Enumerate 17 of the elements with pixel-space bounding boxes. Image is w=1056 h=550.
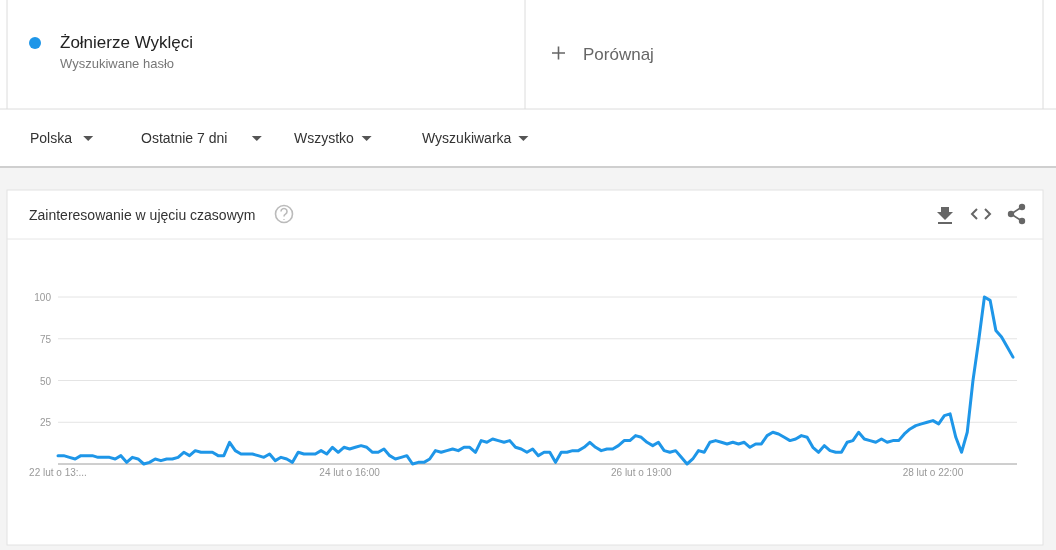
text: Wszystko bbox=[294, 130, 355, 146]
text: Polska bbox=[30, 130, 73, 146]
legend-label: Żołnierze Wyklęci bbox=[60, 33, 194, 52]
y-tick-label: 25 bbox=[39, 417, 52, 429]
text: Wyszukiwane hasło bbox=[60, 56, 175, 71]
text: Wyszukiwarka bbox=[422, 130, 512, 146]
x-tick-label: 22 lut o 13:... bbox=[29, 467, 87, 478]
y-tick-label: 75 bbox=[39, 333, 52, 345]
text: Porównaj bbox=[583, 45, 654, 64]
x-tick-label: 24 lut o 16:00 bbox=[319, 467, 381, 478]
y-tick-label: 100 bbox=[34, 292, 52, 303]
x-tick-label: 28 lut o 22:00 bbox=[902, 467, 964, 478]
text: Ostatnie 7 dni bbox=[141, 130, 228, 146]
x-tick-label: 26 lut o 19:00 bbox=[610, 467, 673, 478]
line-series bbox=[56, 295, 1015, 466]
y-tick-label: 50 bbox=[39, 375, 52, 387]
chart-title: Zainteresowanie w ujęciu czasowym bbox=[29, 207, 256, 223]
